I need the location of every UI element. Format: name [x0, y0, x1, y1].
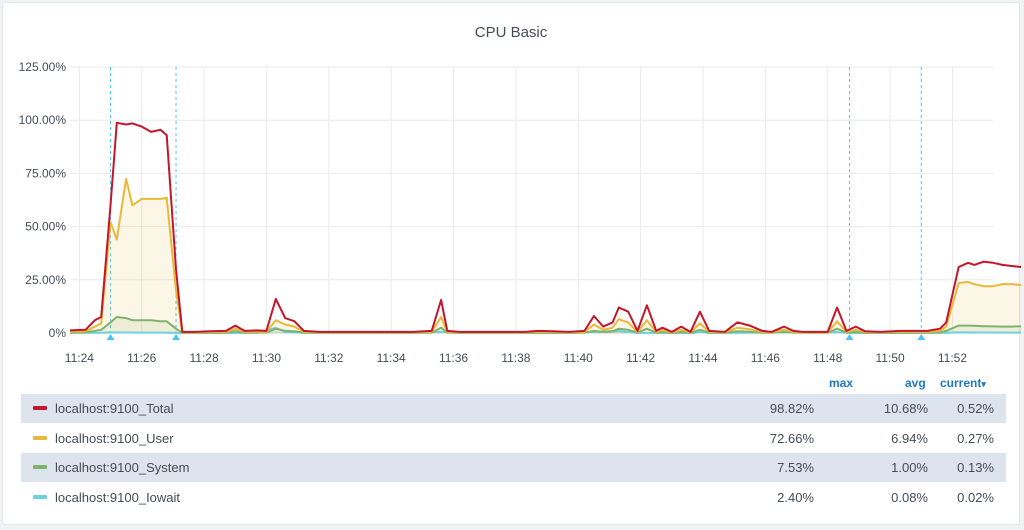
- series-color-swatch[interactable]: [33, 465, 47, 469]
- series-avg: 6.94%: [891, 431, 928, 446]
- series-avg: 0.08%: [891, 490, 928, 505]
- series-area-user: [70, 178, 1021, 333]
- series-current: 0.13%: [957, 460, 994, 475]
- series-color-swatch[interactable]: [33, 495, 47, 499]
- series-current: 0.02%: [957, 490, 994, 505]
- series-color-swatch[interactable]: [33, 406, 47, 410]
- legend-row[interactable]: localhost:9100_User 72.66% 6.94% 0.27%: [21, 424, 1006, 453]
- y-tick-label: 50.00%: [25, 220, 66, 234]
- y-tick-label: 0%: [49, 326, 67, 340]
- series-current: 0.52%: [957, 401, 994, 416]
- legend-header-avg[interactable]: avg: [905, 376, 926, 390]
- series-max: 2.40%: [777, 490, 814, 505]
- series-color-swatch[interactable]: [33, 436, 47, 440]
- legend-row[interactable]: localhost:9100_System 7.53% 1.00% 0.13%: [21, 453, 1006, 482]
- x-axis-labels: 11:24 11:26 11:28 11:30 11:32 11:34 11:36 11:38…: [65, 351, 968, 365]
- series-name[interactable]: localhost:9100_System: [55, 460, 190, 475]
- chart-areas: [70, 178, 1021, 333]
- y-tick-label: 100.00%: [19, 113, 67, 127]
- sort-desc-icon: ▾: [981, 379, 986, 389]
- x-tick-label: 11:32: [314, 351, 343, 365]
- x-tick-label: 11:30: [252, 351, 281, 365]
- x-tick-label: 11:48: [813, 351, 842, 365]
- y-tick-label: 75.00%: [25, 166, 66, 180]
- panel-title[interactable]: CPU Basic: [474, 24, 548, 41]
- legend-row[interactable]: localhost:9100_Iowait 2.40% 0.08% 0.02%: [21, 483, 1006, 512]
- legend-header-current[interactable]: current▾: [940, 376, 986, 390]
- chart-lines: [69, 121, 1021, 334]
- series-max: 98.82%: [769, 401, 814, 416]
- series-line-total: [69, 121, 1021, 333]
- series-name[interactable]: localhost:9100_User: [55, 431, 174, 446]
- legend-row[interactable]: localhost:9100_Total 98.82% 10.68% 0.52%: [21, 394, 1006, 423]
- annotation-marker: [106, 334, 115, 340]
- annotation-marker: [172, 334, 181, 340]
- legend-header-max[interactable]: max: [829, 376, 854, 390]
- x-tick-label: 11:50: [876, 351, 905, 365]
- y-tick-label: 125.00%: [19, 60, 67, 74]
- annotation-marker: [845, 334, 854, 340]
- x-tick-label: 11:38: [501, 351, 530, 365]
- cpu-chart: 0% 25.00% 50.00% 75.00% 100.00% 125.00% 11:24…: [19, 60, 1021, 365]
- annotation-marker: [917, 334, 926, 340]
- legend-header-current-label: current: [940, 376, 982, 390]
- series-name[interactable]: localhost:9100_Total: [55, 401, 174, 416]
- x-tick-label: 11:28: [190, 351, 219, 365]
- series-area-system: [70, 317, 1021, 333]
- x-tick-label: 11:52: [938, 351, 967, 365]
- x-tick-label: 11:40: [564, 351, 593, 365]
- series-name[interactable]: localhost:9100_Iowait: [55, 490, 181, 505]
- x-tick-label: 11:26: [127, 351, 156, 365]
- series-max: 7.53%: [777, 460, 814, 475]
- x-tick-label: 11:34: [377, 351, 406, 365]
- x-tick-label: 11:36: [439, 351, 468, 365]
- x-tick-label: 11:44: [688, 351, 717, 365]
- series-max: 72.66%: [769, 431, 814, 446]
- chart-grid: [70, 66, 993, 334]
- x-tick-label: 11:42: [626, 351, 655, 365]
- series-avg: 1.00%: [891, 460, 928, 475]
- x-tick-label: 11:24: [65, 351, 94, 365]
- series-avg: 10.68%: [883, 401, 928, 416]
- y-tick-label: 25.00%: [25, 273, 66, 287]
- x-tick-label: 11:46: [751, 351, 780, 365]
- series-line-user: [69, 177, 1021, 334]
- series-current: 0.27%: [957, 431, 994, 446]
- y-axis-labels: 0% 25.00% 50.00% 75.00% 100.00% 125.00%: [19, 60, 67, 340]
